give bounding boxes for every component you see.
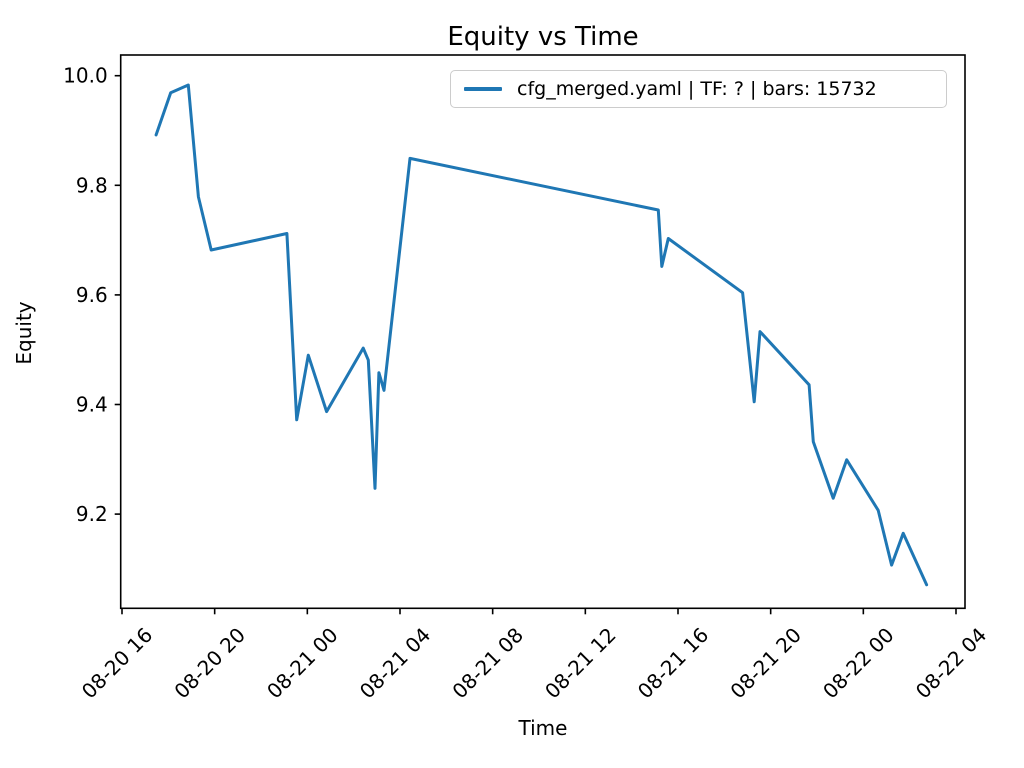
x-tick-label: 08-21 08 <box>447 623 528 704</box>
x-tick-label: 08-21 16 <box>633 623 714 704</box>
x-tick-label: 08-21 04 <box>355 623 436 704</box>
y-tick-label: 9.8 <box>76 173 108 197</box>
equity-line <box>154 83 929 587</box>
x-tick-label: 08-20 16 <box>77 623 158 704</box>
x-axis-label: Time <box>518 716 568 740</box>
legend: cfg_merged.yaml | TF: ? | bars: 15732 <box>450 70 947 108</box>
x-tick-label: 08-21 12 <box>540 623 621 704</box>
x-tick-label: 08-22 04 <box>911 623 992 704</box>
x-tick-label: 08-20 20 <box>169 623 250 704</box>
axes-spines <box>119 54 966 610</box>
x-tick-label: 08-21 20 <box>725 623 806 704</box>
y-tick-label: 9.2 <box>76 502 108 526</box>
y-tick-label: 9.6 <box>76 283 108 307</box>
x-tick-label: 08-22 00 <box>818 623 899 704</box>
legend-entry-label: cfg_merged.yaml | TF: ? | bars: 15732 <box>517 78 877 100</box>
x-tick-label: 08-21 00 <box>262 623 343 704</box>
legend-line-sample <box>464 87 502 91</box>
chart-title: Equity vs Time <box>447 22 639 52</box>
y-tick-label: 9.4 <box>76 393 108 417</box>
y-tick-label: 10.0 <box>63 64 108 88</box>
